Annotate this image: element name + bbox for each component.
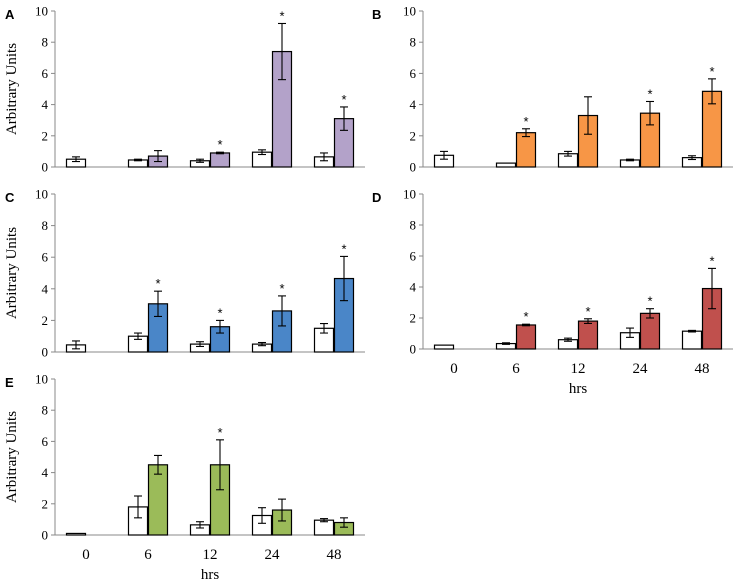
x-tick-label-e-6: 6 xyxy=(144,547,152,563)
y-tick-label-c: 4 xyxy=(42,281,49,296)
bar-b-control-6 xyxy=(495,162,517,168)
x-axis-title-e: hrs xyxy=(201,567,219,583)
y-tick-label-b: 8 xyxy=(410,35,417,50)
bar-d-treated-6 xyxy=(515,324,537,350)
significance-mark-e-12: * xyxy=(217,425,222,440)
x-tick-label-e-0: 0 xyxy=(82,547,90,563)
bar-d-control-0 xyxy=(433,344,455,350)
significance-mark-d-24: * xyxy=(647,294,652,309)
x-tick-label-d-6: 6 xyxy=(512,361,520,377)
y-tick-label-d: 6 xyxy=(410,249,417,264)
y-axis-title-c: Arbitrary Units xyxy=(4,227,20,319)
bar-e-treated-6 xyxy=(147,464,169,536)
y-tick-label-c: 8 xyxy=(42,218,49,233)
y-tick-label-e: 8 xyxy=(42,403,49,418)
y-tick-label-a: 6 xyxy=(42,66,49,81)
x-axis-title-d: hrs xyxy=(569,381,587,397)
y-axis-title-a: Arbitrary Units xyxy=(4,43,20,135)
significance-mark-b-6: * xyxy=(523,114,528,129)
significance-mark-d-6: * xyxy=(523,309,528,324)
y-tick-label-e: 4 xyxy=(42,465,49,480)
significance-mark-c-24: * xyxy=(279,281,284,296)
significance-mark-a-48: * xyxy=(341,92,346,107)
y-tick-label-a: 8 xyxy=(42,35,49,50)
y-tick-label-a: 4 xyxy=(42,97,49,112)
x-tick-label-d-48: 48 xyxy=(695,361,710,377)
bar-d-treated-24 xyxy=(639,312,661,350)
significance-mark-d-12: * xyxy=(585,304,590,319)
bar-d-treated-12 xyxy=(577,320,599,350)
y-tick-label-b: 6 xyxy=(410,66,417,81)
y-tick-label-a: 10 xyxy=(35,4,48,19)
y-tick-label-b: 0 xyxy=(410,160,417,175)
y-tick-label-e: 10 xyxy=(35,372,48,387)
significance-mark-b-48: * xyxy=(709,64,714,79)
significance-mark-a-12: * xyxy=(217,137,222,152)
significance-mark-a-24: * xyxy=(279,8,284,23)
y-tick-label-d: 2 xyxy=(410,311,417,326)
y-tick-label-e: 2 xyxy=(42,496,49,511)
panel-label-b: B xyxy=(372,7,381,22)
y-tick-label-b: 2 xyxy=(410,128,417,143)
bar-e-control-48 xyxy=(313,519,335,536)
panel-label-d: D xyxy=(372,190,381,205)
x-tick-label-d-12: 12 xyxy=(571,361,586,377)
y-tick-label-e: 6 xyxy=(42,434,49,449)
significance-mark-c-6: * xyxy=(155,276,160,291)
panel-label-e: E xyxy=(5,375,14,390)
y-tick-label-c: 6 xyxy=(42,250,49,265)
y-tick-label-a: 0 xyxy=(42,160,49,175)
bar-d-control-48 xyxy=(681,330,703,350)
x-tick-label-e-48: 48 xyxy=(327,547,342,563)
x-tick-label-d-24: 24 xyxy=(633,361,649,377)
x-tick-label-d-0: 0 xyxy=(450,361,458,377)
panel-label-a: A xyxy=(5,7,15,22)
y-tick-label-d: 8 xyxy=(410,218,417,233)
significance-mark-c-12: * xyxy=(217,305,222,320)
bar-b-treated-6 xyxy=(515,132,537,168)
bar-e-control-0 xyxy=(65,532,87,536)
y-tick-label-d: 4 xyxy=(410,280,417,295)
y-tick-label-a: 2 xyxy=(42,128,49,143)
y-tick-label-b: 10 xyxy=(403,4,416,19)
y-tick-label-b: 4 xyxy=(410,97,417,112)
significance-mark-d-48: * xyxy=(709,253,714,268)
x-tick-label-e-12: 12 xyxy=(203,547,218,563)
panel-label-c: C xyxy=(5,190,15,205)
y-tick-label-c: 0 xyxy=(42,345,49,360)
significance-mark-b-24: * xyxy=(647,86,652,101)
y-tick-label-d: 0 xyxy=(410,342,417,357)
y-tick-label-e: 0 xyxy=(42,528,49,543)
y-tick-label-c: 2 xyxy=(42,313,49,328)
significance-mark-c-48: * xyxy=(341,241,346,256)
x-tick-label-e-24: 24 xyxy=(265,547,281,563)
y-tick-label-c: 10 xyxy=(35,187,48,202)
bar-a-treated-12 xyxy=(209,152,231,168)
y-tick-label-d: 10 xyxy=(403,187,416,202)
y-axis-title-e: Arbitrary Units xyxy=(4,411,20,503)
